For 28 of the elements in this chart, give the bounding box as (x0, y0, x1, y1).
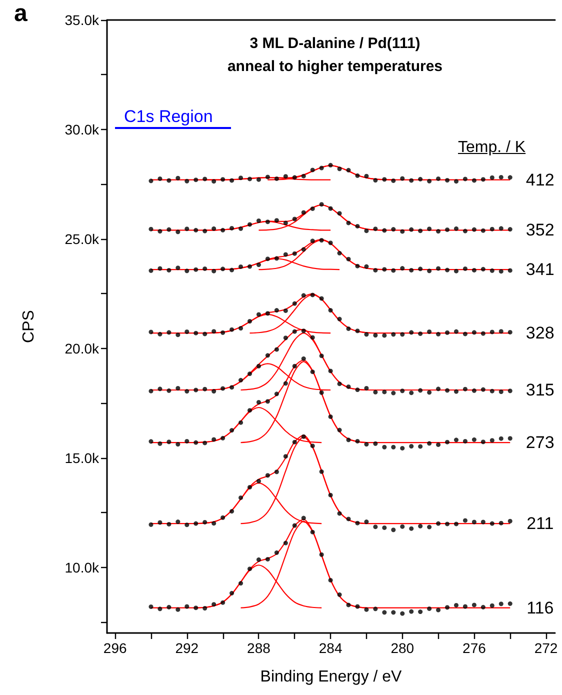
y-tick-label: 10.0k (64, 559, 100, 576)
text: a (14, 0, 28, 28)
y-tick-label: 15.0k (64, 450, 100, 466)
text: 3 ML D-alanine / Pd(111) (250, 35, 420, 52)
annotation: 273 (526, 433, 554, 452)
x-tick-label: 284 (318, 640, 342, 656)
annotation: Temp. / K (458, 139, 526, 157)
annotation: 116 (526, 598, 554, 618)
x-tick-label: 280 (390, 640, 414, 656)
text: anneal to higher temperatures (227, 58, 443, 75)
x-tick-label: 272 (534, 640, 558, 656)
x-axis-title: Binding Energy / eV (260, 668, 402, 686)
annotation: 352 (526, 220, 554, 240)
annotation: 412 (526, 170, 554, 190)
x-tick-label: 276 (462, 640, 486, 656)
y-tick-label: 30.0k (64, 121, 100, 138)
annotation: 315 (526, 380, 554, 400)
x-tick-label: 296 (103, 640, 127, 656)
annotation: 211 (526, 514, 554, 534)
y-tick-label: 20.0k (64, 340, 100, 356)
x-tick-label: 288 (247, 640, 271, 656)
x-tick-label: 292 (175, 640, 199, 656)
annotation: 341 (526, 260, 554, 280)
annotation: 328 (526, 324, 554, 343)
y-tick-label: 25.0k (64, 230, 100, 247)
annotation: C1s Region (115, 106, 231, 129)
y-axis-title: CPS (20, 310, 38, 343)
y-tick-label: 35.0k (64, 12, 100, 28)
